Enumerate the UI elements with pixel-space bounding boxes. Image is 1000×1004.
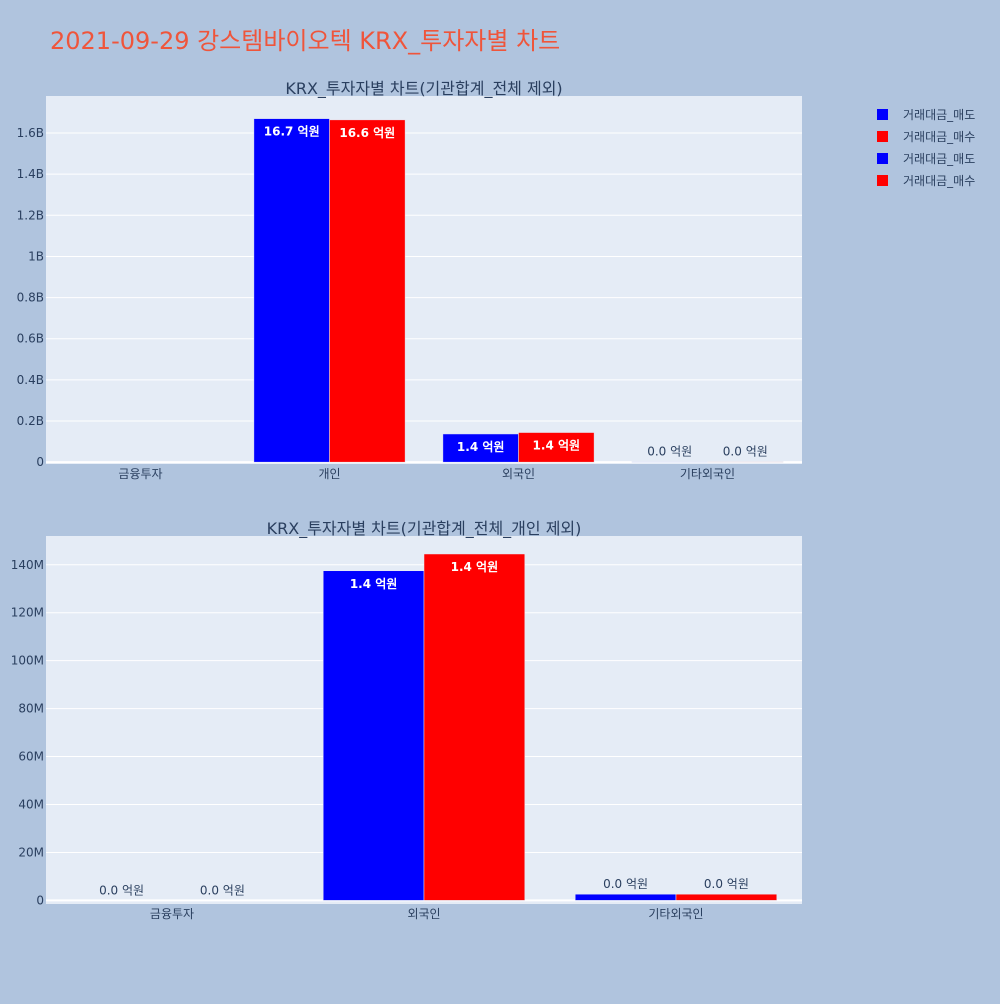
panel-title: KRX_투자자별 차트(기관합계_전체 제외) [285, 79, 562, 99]
x-tick-label: 외국인 [502, 467, 535, 481]
bar[interactable] [329, 119, 406, 463]
y-tick-label: 100M [11, 654, 44, 668]
plot-area [46, 96, 802, 464]
x-tick-label: 금융투자 [118, 467, 162, 481]
legend-label: 거래대금_매수 [903, 174, 975, 188]
data-label: 16.6 억원 [339, 126, 395, 140]
data-label: 1.4 억원 [350, 577, 398, 591]
y-tick-label: 1.4B [17, 167, 44, 181]
y-tick-label: 120M [11, 606, 44, 620]
chart-panel-2: 0 20M 40M 60M 80M 100M 120M 140M KRX_투자자별 차트(기관합… [11, 519, 802, 921]
y-tick-label: 60M [18, 750, 44, 764]
y-tick-label: 1.2B [17, 208, 44, 222]
data-label: 1.4 억원 [533, 439, 581, 453]
data-label: 0.0 억원 [723, 445, 768, 459]
data-label: 1.4 억원 [457, 440, 505, 454]
legend-item[interactable]: 거래대금_매도 [877, 108, 975, 122]
data-label: 0.0 억원 [603, 877, 648, 891]
legend-swatch [877, 109, 888, 120]
main-title: 2021-09-29 강스템바이오텍 KRX_투자자별 차트 [50, 27, 560, 55]
bar[interactable] [707, 461, 784, 463]
y-tick-label: 1.6B [17, 126, 44, 140]
bar[interactable] [574, 893, 677, 901]
legend-label: 거래대금_매도 [903, 108, 975, 122]
panel-title: KRX_투자자별 차트(기관합계_전체_개인 제외) [267, 519, 582, 539]
y-tick-label: 140M [11, 558, 44, 572]
data-label: 1.4 억원 [451, 560, 499, 574]
chart-panels: 0 0.2B 0.4B 0.6B 0.8B 1B 1.2B 1.4B 1.6B KRX_투자자별 … [11, 79, 802, 921]
y-tick-label: 0.6B [17, 332, 44, 346]
data-label: 16.7 억원 [264, 125, 320, 139]
x-tick-label: 외국인 [407, 907, 440, 921]
bar[interactable] [631, 461, 708, 463]
x-tick-label: 기타외국인 [648, 907, 703, 921]
y-tick-label: 1B [28, 249, 44, 263]
data-label: 0.0 억원 [200, 883, 245, 897]
legend-swatch [877, 175, 888, 186]
legend-swatch [877, 131, 888, 142]
legend-label: 거래대금_매도 [903, 152, 975, 166]
y-tick-label: 0 [36, 893, 44, 907]
bar[interactable] [518, 432, 595, 463]
y-tick-label: 20M [18, 845, 44, 859]
legend-item[interactable]: 거래대금_매수 [877, 130, 975, 144]
data-label: 0.0 억원 [647, 445, 692, 459]
bar[interactable] [675, 893, 778, 901]
y-tick-label: 0 [36, 455, 44, 469]
legend-swatch [877, 153, 888, 164]
y-tick-label: 80M [18, 702, 44, 716]
x-tick-label: 기타외국인 [680, 467, 735, 481]
data-label: 0.0 억원 [99, 883, 144, 897]
bar[interactable] [322, 570, 425, 901]
x-tick-label: 금융투자 [150, 907, 194, 921]
bar[interactable] [423, 553, 526, 901]
bar[interactable] [253, 118, 330, 463]
data-label: 0.0 억원 [704, 877, 749, 891]
x-tick-label: 개인 [318, 467, 340, 481]
y-tick-label: 0.4B [17, 373, 44, 387]
y-tick-label: 40M [18, 798, 44, 812]
y-tick-label: 0.2B [17, 414, 44, 428]
chart-panel-1: 0 0.2B 0.4B 0.6B 0.8B 1B 1.2B 1.4B 1.6B KRX_투자자별 … [17, 79, 802, 481]
legend-item[interactable]: 거래대금_매수 [877, 174, 975, 188]
legend-item[interactable]: 거래대금_매도 [877, 152, 975, 166]
y-tick-label: 0.8B [17, 291, 44, 305]
legend-label: 거래대금_매수 [903, 130, 975, 144]
